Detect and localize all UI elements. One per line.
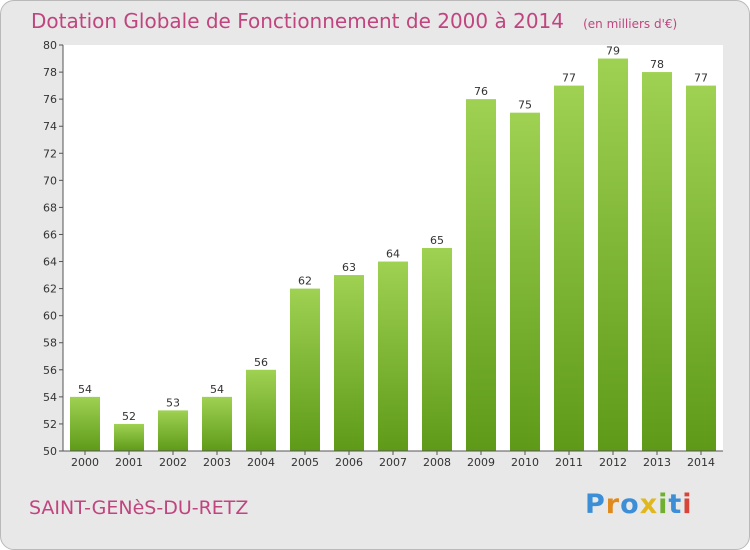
y-tick-label: 56 — [43, 364, 57, 377]
bar-value-label: 78 — [650, 58, 664, 71]
bar-value-label: 79 — [606, 45, 620, 58]
chart-title: Dotation Globale de Fonctionnement de 20… — [31, 9, 564, 33]
y-tick-label: 50 — [43, 445, 57, 458]
bar-value-label: 65 — [430, 234, 444, 247]
bar — [598, 58, 628, 452]
y-tick-label: 68 — [43, 201, 57, 214]
x-tick-label: 2000 — [71, 456, 99, 469]
logo-letter: P — [585, 489, 606, 520]
x-tick-label: 2008 — [423, 456, 451, 469]
logo-letter: r — [605, 489, 621, 520]
y-tick-label: 78 — [43, 66, 57, 79]
bar-value-label: 63 — [342, 261, 356, 274]
x-tick-label: 2007 — [379, 456, 407, 469]
x-tick-label: 2009 — [467, 456, 495, 469]
bar — [114, 423, 144, 451]
x-tick-label: 2012 — [599, 456, 627, 469]
x-tick-label: 2005 — [291, 456, 319, 469]
bar — [202, 396, 232, 451]
logo-letter: i — [658, 489, 669, 520]
logo-letter: t — [668, 489, 683, 520]
proxiti-logo: Proxiti — [585, 489, 693, 520]
chart-unit: (en milliers d'€) — [583, 17, 678, 31]
x-tick-label: 2004 — [247, 456, 275, 469]
y-tick-label: 62 — [43, 283, 57, 296]
title-row: Dotation Globale de Fonctionnement de 20… — [31, 9, 677, 33]
y-tick-label: 80 — [43, 39, 57, 52]
x-tick-label: 2002 — [159, 456, 187, 469]
logo-letter: x — [639, 489, 659, 520]
bar — [70, 396, 100, 451]
y-tick-label: 58 — [43, 337, 57, 350]
bar-value-label: 76 — [474, 85, 488, 98]
bar — [510, 112, 540, 452]
y-tick-label: 64 — [43, 256, 57, 269]
y-tick-label: 76 — [43, 93, 57, 106]
bar-value-label: 77 — [562, 72, 576, 85]
bar — [158, 410, 188, 451]
bars: 54 52 53 54 56 62 63 64 65 76 75 77 79 78 77 — [70, 45, 716, 452]
bar-value-label: 52 — [122, 410, 136, 423]
x-tick-label: 2001 — [115, 456, 143, 469]
y-axis: 50 52 54 56 58 60 62 64 66 68 70 72 74 76 78 80 — [43, 39, 64, 458]
bar — [334, 275, 364, 451]
bar — [378, 261, 408, 451]
x-tick-label: 2010 — [511, 456, 539, 469]
bar-value-label: 64 — [386, 248, 400, 261]
bar-value-label: 75 — [518, 99, 532, 112]
bar-value-label: 53 — [166, 396, 180, 409]
logo-letter: i — [682, 489, 693, 520]
bar-value-label: 77 — [694, 72, 708, 85]
y-tick-label: 54 — [43, 391, 57, 404]
y-tick-label: 70 — [43, 174, 57, 187]
bar — [290, 288, 320, 451]
x-axis: 2000 2001 2002 2003 2004 2005 2006 2007 2008 2009… — [63, 450, 723, 469]
bar-value-label: 62 — [298, 275, 312, 288]
x-tick-label: 2014 — [687, 456, 715, 469]
bar — [422, 248, 452, 451]
bar — [246, 369, 276, 451]
y-tick-label: 72 — [43, 147, 57, 160]
bar — [642, 72, 672, 452]
bar — [686, 85, 716, 451]
bar-value-label: 54 — [210, 383, 224, 396]
y-tick-label: 52 — [43, 418, 57, 431]
commune-name: SAINT-GENèS-DU-RETZ — [29, 497, 249, 519]
bar-value-label: 56 — [254, 356, 268, 369]
y-tick-label: 74 — [43, 120, 57, 133]
y-tick-label: 66 — [43, 228, 57, 241]
bar — [466, 99, 496, 451]
x-tick-label: 2013 — [643, 456, 671, 469]
logo-letter: o — [620, 489, 640, 520]
bar-value-label: 54 — [78, 383, 92, 396]
x-tick-label: 2003 — [203, 456, 231, 469]
x-tick-label: 2011 — [555, 456, 583, 469]
x-tick-label: 2006 — [335, 456, 363, 469]
y-tick-label: 60 — [43, 310, 57, 323]
bar — [554, 85, 584, 451]
